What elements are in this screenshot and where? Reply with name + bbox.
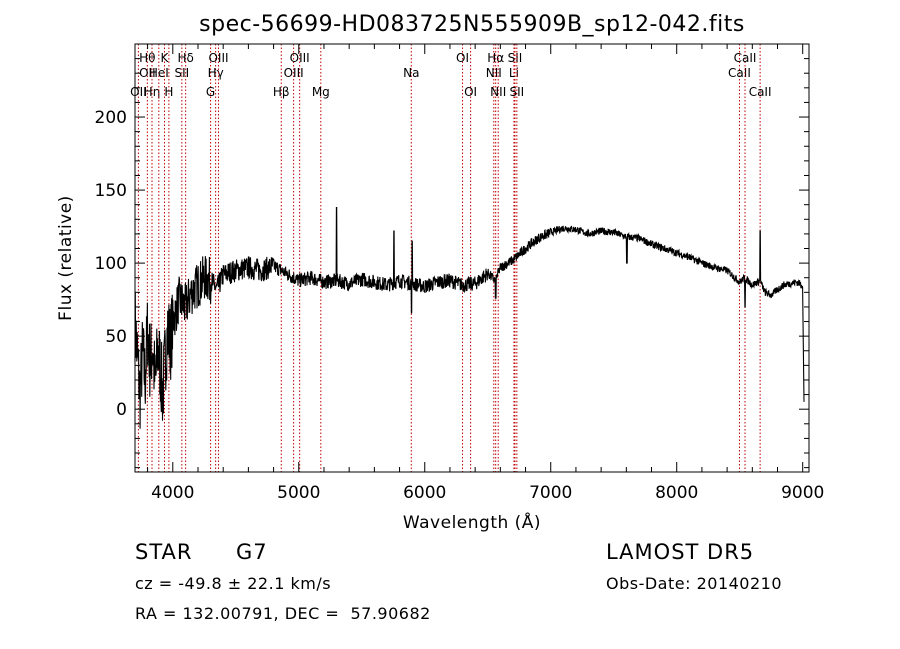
line-marker-label: OI xyxy=(464,85,477,99)
line-marker-label: Na xyxy=(403,66,419,80)
y-tick-label: 150 xyxy=(95,181,127,201)
axis-ticks: 4000 5000 6000 7000 8000 9000 0 50 100 150 200 xyxy=(95,43,824,503)
y-tick-label: 200 xyxy=(95,108,127,128)
line-marker-label: Hα xyxy=(487,51,504,65)
object-type: STAR xyxy=(135,540,193,564)
line-marker-label: SII xyxy=(509,85,524,99)
line-marker-label: OII xyxy=(130,85,147,99)
spectrum-line xyxy=(134,207,805,429)
line-marker-label: Hδ xyxy=(177,51,193,65)
line-marker-label: Li xyxy=(509,66,519,80)
line-marker-label: OIII xyxy=(290,51,310,65)
line-marker-label: K xyxy=(161,51,170,65)
survey-name: LAMOST DR5 xyxy=(606,540,755,564)
line-marker-label: OII xyxy=(139,66,156,80)
obs-date: Obs-Date: 20140210 xyxy=(606,574,783,593)
line-marker-label: H xyxy=(164,85,173,99)
chart-title: spec-56699-HD083725N555909B_sp12-042.fit… xyxy=(199,12,745,37)
line-marker-label: Hβ xyxy=(273,85,290,99)
x-tick-label: 8000 xyxy=(655,483,698,503)
y-tick-label: 100 xyxy=(95,254,127,274)
line-marker-label: SII xyxy=(508,51,523,65)
redshift-text: cz = -49.8 ± 22.1 km/s xyxy=(135,574,332,593)
line-marker-label: OIII xyxy=(284,66,304,80)
line-marker-label: Hη xyxy=(144,85,161,99)
line-marker-label: Mg xyxy=(312,85,330,99)
line-marker-label: SII xyxy=(175,66,190,80)
line-marker-label: CaII xyxy=(734,51,757,65)
line-marker-label: G xyxy=(206,85,215,99)
line-marker-label: Hθ xyxy=(139,51,155,65)
object-subclass: G7 xyxy=(236,540,268,564)
x-tick-label: 5000 xyxy=(277,483,320,503)
x-tick-label: 9000 xyxy=(781,483,824,503)
line-marker-label: CaII xyxy=(728,66,751,80)
spectrum-layer xyxy=(134,207,805,429)
y-tick-label: 50 xyxy=(105,327,127,347)
line-marker-label: Hγ xyxy=(208,66,224,80)
line-marker-label: OIII xyxy=(208,51,228,65)
y-axis-label: Flux (relative) xyxy=(56,195,76,321)
plot-frame xyxy=(134,43,810,473)
x-tick-label: 7000 xyxy=(529,483,572,503)
spectral-line-markers: OIIHθOIIHηHeIKHSIIHδGHγOIIIHβOIIIOIIIMgN… xyxy=(130,44,772,472)
coordinates: RA = 132.00791, DEC = 57.90682 xyxy=(135,604,431,623)
line-marker-label: HeI xyxy=(149,66,169,80)
line-marker-label: NII xyxy=(490,85,506,99)
x-tick-label: 4000 xyxy=(151,483,194,503)
line-marker-label: OI xyxy=(456,51,469,65)
x-axis-label: Wavelength (Å) xyxy=(403,511,541,533)
y-tick-label: 0 xyxy=(116,400,127,420)
line-marker-label: CaII xyxy=(749,85,772,99)
x-tick-label: 6000 xyxy=(403,483,446,503)
line-marker-label: NII xyxy=(486,66,502,80)
